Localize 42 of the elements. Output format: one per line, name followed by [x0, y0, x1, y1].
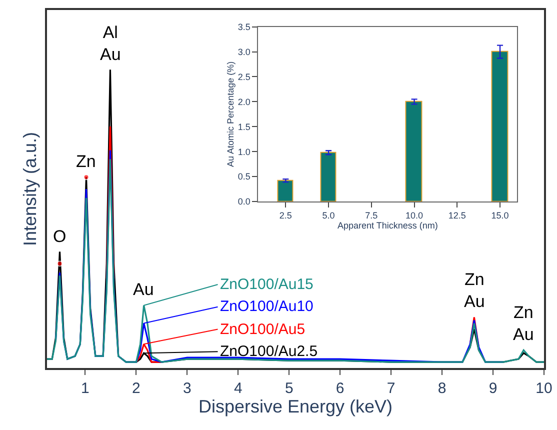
- x-tick-label: 10.0: [406, 210, 424, 220]
- x-tick-label: 8: [438, 380, 446, 397]
- annotation: Al Au: [100, 23, 121, 64]
- bar: [491, 50, 508, 202]
- annotation: Au: [133, 280, 154, 299]
- y-tick-label: 2.5: [238, 72, 250, 82]
- x-axis-title: Dispersive Energy (keV): [198, 396, 393, 417]
- legend-label: ZnO100/Au15: [220, 276, 314, 293]
- x-tick-label: 3: [183, 380, 192, 397]
- bar: [320, 152, 336, 202]
- y-tick-label: 3.0: [238, 46, 250, 57]
- annotation: O: [53, 227, 66, 246]
- annotation: Zn: [76, 152, 96, 171]
- x-tick-label: 1: [81, 380, 90, 397]
- legend-label: ZnO100/Au2.5: [220, 343, 318, 360]
- y-axis-title: Au Atomic Percentage (%): [225, 61, 236, 167]
- legend-label: ZnO100/Au5: [220, 321, 306, 338]
- x-tick-label: 15.0: [491, 210, 509, 220]
- legend-label: ZnO100/Au10: [220, 298, 314, 315]
- x-tick-label: 12.5: [448, 210, 466, 220]
- annotation: Zn Au: [513, 303, 534, 344]
- x-tick-label: 2: [132, 380, 140, 397]
- bar: [277, 180, 294, 202]
- x-tick-label: 5: [284, 380, 294, 397]
- y-tick-label: 3.5: [238, 22, 250, 32]
- y-tick-label: 0.5: [238, 172, 250, 182]
- x-tick-label: 10: [536, 380, 552, 397]
- bar: [405, 100, 422, 202]
- x-tick-label: 9: [488, 380, 498, 397]
- x-tick-label: 7.5: [365, 210, 378, 220]
- y-tick-label: 1.5: [238, 122, 250, 132]
- y-tick-label: 0.0: [238, 196, 250, 207]
- y-tick-label: 1.0: [238, 146, 250, 157]
- x-axis-title: Apparent Thickness (nm): [338, 220, 438, 230]
- x-tick-label: 4: [234, 380, 242, 397]
- y-tick-label: 2.0: [238, 96, 250, 107]
- x-tick-label: 6: [336, 380, 344, 397]
- x-tick-label: 7: [386, 380, 396, 397]
- x-tick-label: 2.5: [279, 210, 292, 220]
- y-axis-title: Intensity (a.u.): [20, 132, 40, 246]
- x-tick-label: 5.0: [322, 210, 335, 220]
- annotation: Zn Au: [464, 270, 485, 312]
